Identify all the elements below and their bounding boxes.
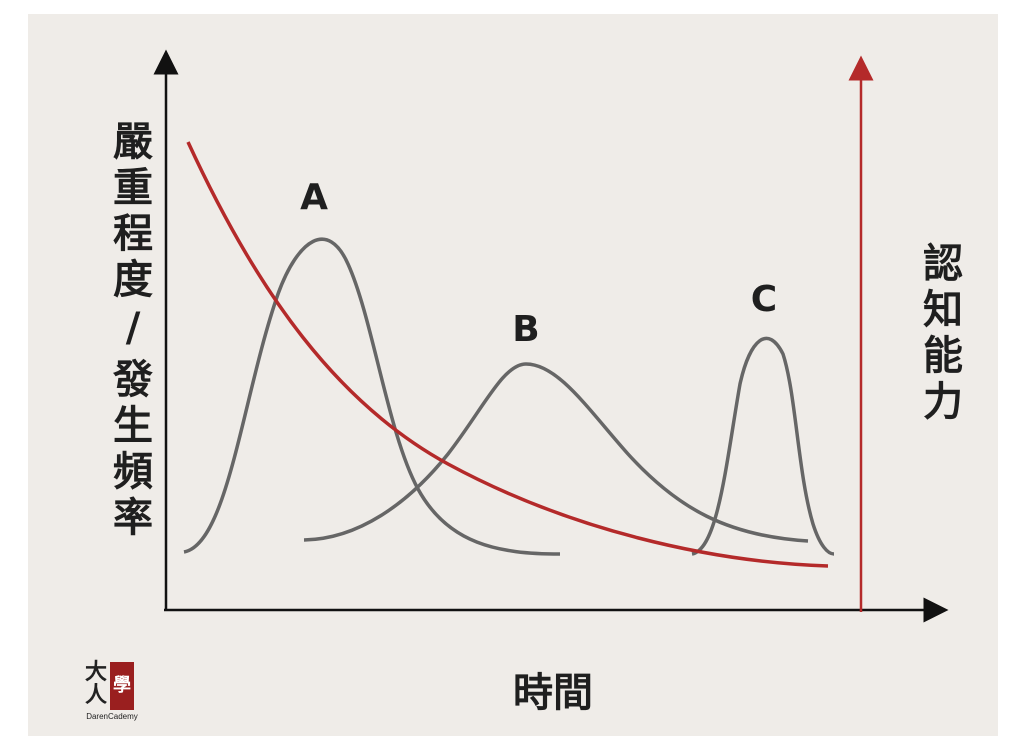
curve-a [183, 237, 561, 556]
right-label-char: 認 [923, 241, 963, 287]
curve-b [303, 362, 809, 543]
y-label-char: 嚴 [113, 119, 153, 165]
curve-c [691, 336, 835, 556]
peak-label-b: B [512, 309, 540, 350]
y-label-char: 發 [113, 357, 153, 403]
right-label-char: 力 [923, 379, 963, 425]
peak-label-c: C [750, 279, 778, 320]
y-label-char: 重 [113, 165, 153, 211]
logo-seal: 學 [110, 662, 134, 710]
y-label-char: 度 [113, 257, 153, 303]
right-label-char: 能 [923, 333, 963, 379]
diagram-canvas: 嚴 重 程 度 / 發 生 頻 率 認 知 能 力 A B C 時間 大 人 學… [28, 14, 998, 736]
right-label-char: 知 [923, 287, 963, 333]
cognition-curve [186, 141, 829, 568]
peak-label-a: A [300, 177, 328, 218]
y-label-char: 率 [113, 495, 153, 541]
logo-char-top: 大 [84, 660, 107, 685]
logo-char-bottom: 人 [84, 683, 107, 708]
darencademy-logo: 大 人 學 DarenCademy [80, 660, 144, 726]
y-label-char: / [125, 305, 141, 351]
y-label-char: 頻 [113, 449, 153, 495]
y-label-char: 生 [113, 403, 153, 449]
x-axis-label: 時間 [513, 670, 593, 716]
logo-brand-text: DarenCademy [86, 712, 138, 721]
y-label-char: 程 [113, 211, 153, 257]
diagram-svg [153, 49, 949, 623]
